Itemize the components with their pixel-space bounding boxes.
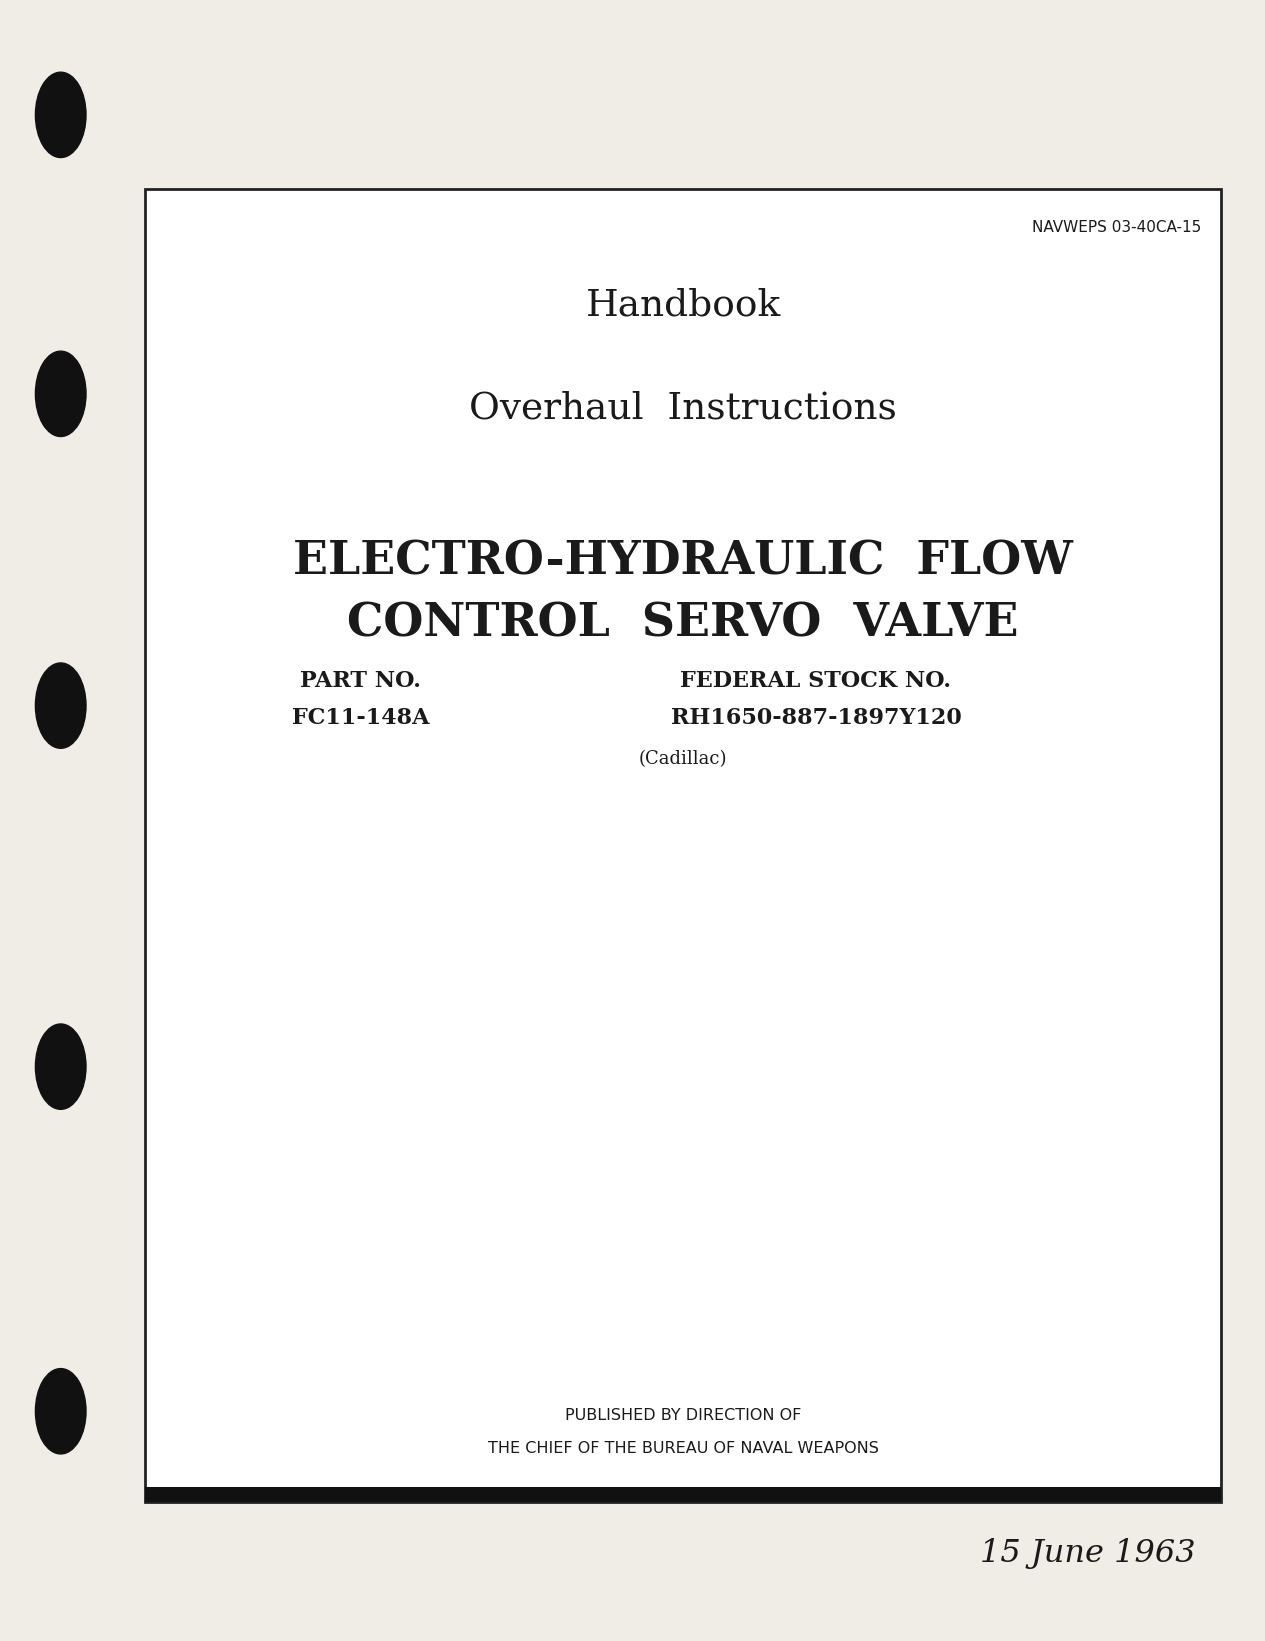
Bar: [145, 189, 1221, 1502]
Bar: [145, 1487, 1221, 1502]
Ellipse shape: [35, 1024, 86, 1109]
Ellipse shape: [35, 1369, 86, 1454]
Ellipse shape: [35, 663, 86, 748]
Text: (Cadillac): (Cadillac): [639, 750, 727, 768]
Text: Handbook: Handbook: [586, 287, 781, 323]
Text: FEDERAL STOCK NO.: FEDERAL STOCK NO.: [681, 670, 951, 691]
Text: RH1650-887-1897Y120: RH1650-887-1897Y120: [670, 707, 961, 729]
Text: FC11-148A: FC11-148A: [292, 707, 429, 729]
Text: 15 June 1963: 15 June 1963: [980, 1538, 1195, 1569]
Text: THE CHIEF OF THE BUREAU OF NAVAL WEAPONS: THE CHIEF OF THE BUREAU OF NAVAL WEAPONS: [488, 1441, 878, 1456]
Text: Overhaul  Instructions: Overhaul Instructions: [469, 391, 897, 427]
Text: ELECTRO-HYDRAULIC  FLOW: ELECTRO-HYDRAULIC FLOW: [293, 538, 1073, 584]
Text: PUBLISHED BY DIRECTION OF: PUBLISHED BY DIRECTION OF: [565, 1408, 801, 1423]
Text: CONTROL  SERVO  VALVE: CONTROL SERVO VALVE: [348, 601, 1018, 647]
Ellipse shape: [35, 351, 86, 437]
Text: PART NO.: PART NO.: [300, 670, 421, 691]
Ellipse shape: [35, 72, 86, 158]
Text: NAVWEPS 03-40CA-15: NAVWEPS 03-40CA-15: [1032, 220, 1202, 235]
